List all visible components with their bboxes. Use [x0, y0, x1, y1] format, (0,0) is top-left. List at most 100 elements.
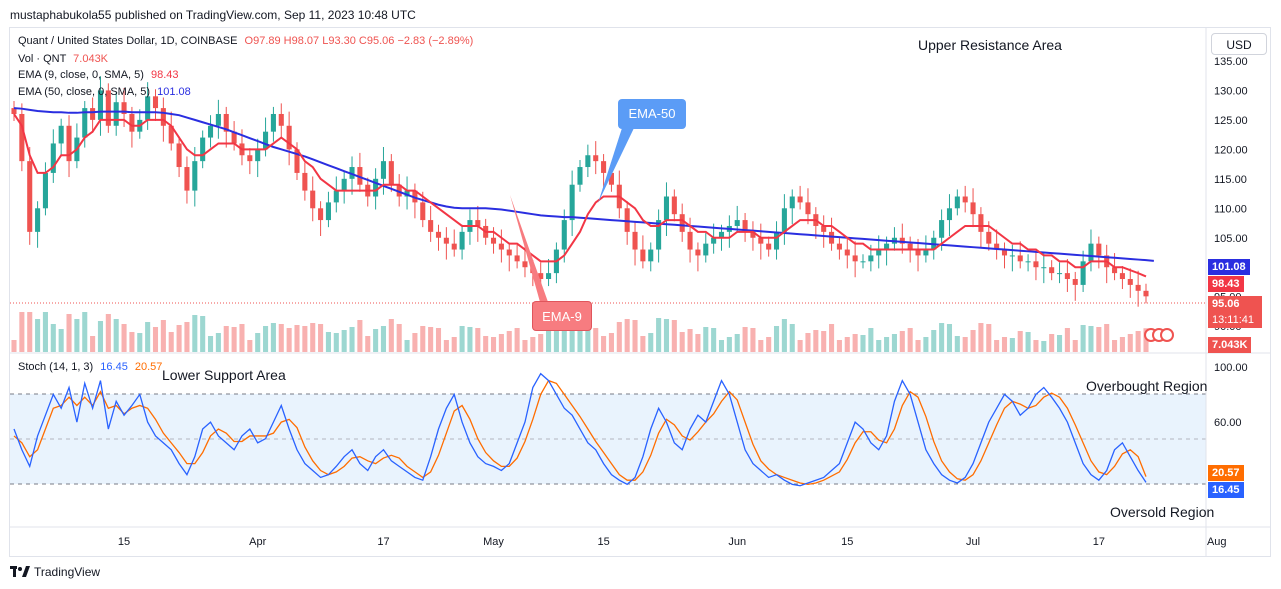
volume-bar: [349, 327, 355, 352]
volume-bar: [656, 318, 662, 352]
candle-body: [648, 249, 654, 262]
footer-brand: TradingView: [34, 565, 101, 579]
volume-bar: [66, 314, 72, 352]
candle-body: [129, 113, 135, 132]
candle-body: [50, 143, 56, 173]
volume-bar: [192, 315, 198, 352]
candle-body: [1119, 273, 1125, 280]
volume-bar: [931, 330, 937, 352]
candle-body: [601, 161, 607, 173]
volume-bar: [302, 326, 308, 352]
candle-body: [145, 96, 151, 120]
candle-body: [412, 190, 418, 203]
time-tick-label: May: [483, 536, 504, 548]
time-tick-label: Aug: [1207, 536, 1227, 548]
volume-bar: [388, 319, 394, 352]
candle-body: [263, 131, 269, 150]
candle-body: [946, 208, 953, 221]
candle-body: [1056, 273, 1063, 275]
volume-bar: [1096, 327, 1102, 352]
candle-body: [546, 273, 552, 280]
ema50-line: [13, 107, 1154, 262]
volume-bar: [522, 340, 528, 352]
candle-body: [797, 196, 803, 203]
legend-ohlc: O97.89 H98.07 L93.30 C95.06 −2.83 (−2.89…: [244, 35, 474, 47]
candle-body: [962, 196, 968, 203]
volume-bar: [829, 324, 835, 352]
volume-bar: [593, 328, 599, 352]
volume-bar: [773, 326, 780, 352]
candle-body: [805, 202, 811, 215]
volume-bar: [443, 340, 449, 352]
candle-body: [868, 255, 874, 262]
volume-bar: [255, 333, 261, 352]
time-axis-ticks: 15Apr17May15Jun15Jul17Aug15Sep18: [118, 536, 1227, 548]
candle-body: [121, 102, 127, 114]
volume-bar: [860, 335, 866, 352]
candle-body: [42, 172, 48, 209]
volume-bar: [420, 326, 426, 352]
candle-body: [373, 178, 379, 197]
event-markers[interactable]: [1144, 328, 1174, 342]
time-tick-label: Apr: [249, 536, 266, 548]
footer-logo[interactable]: TradingView: [10, 565, 100, 579]
volume-bar: [923, 337, 929, 352]
candle-body: [939, 220, 945, 238]
volume-bar: [813, 330, 819, 352]
volume-bar: [90, 336, 96, 352]
countdown-tag: 13:11:41: [1212, 314, 1255, 326]
candle-body: [231, 131, 237, 144]
volume-bar: [428, 327, 434, 352]
stoch-k-tag: 16.45: [1208, 482, 1244, 498]
volume-bar: [1064, 328, 1070, 352]
volume-bar: [640, 336, 646, 352]
candle-body: [703, 243, 709, 256]
time-tick-label: 15: [118, 536, 130, 548]
volume-bar: [215, 333, 221, 352]
volume-bar: [789, 324, 795, 352]
volume-bar: [514, 328, 520, 352]
volume-bar: [19, 312, 25, 352]
volume-bar: [1119, 337, 1125, 352]
ema9-callout: EMA-9: [532, 301, 592, 331]
volume-bar: [506, 331, 512, 352]
candle-body: [923, 249, 929, 256]
candle-body: [632, 231, 638, 250]
volume-bar: [1127, 334, 1133, 352]
volume-bar: [891, 334, 897, 352]
candle-body: [113, 102, 119, 126]
candle-body: [255, 149, 261, 162]
volume-bar: [333, 333, 339, 352]
candle-body: [1088, 243, 1094, 262]
candle-body: [168, 125, 174, 144]
candle-body: [435, 231, 442, 238]
candle-body: [789, 196, 795, 209]
volume-bar: [200, 316, 206, 352]
candle-body: [451, 243, 457, 250]
candle-body: [734, 220, 740, 226]
candle-body: [176, 143, 182, 168]
volume-bar: [263, 326, 269, 352]
volume-bar: [766, 337, 772, 352]
candle-body: [192, 161, 198, 191]
stoch-d-tag: 20.57: [1208, 465, 1244, 481]
candle-body: [318, 208, 324, 221]
dividend-icon[interactable]: [1160, 328, 1174, 342]
candle-body: [561, 220, 567, 250]
candle-body: [349, 167, 355, 179]
volume-bar: [805, 333, 811, 352]
volume-bar: [852, 334, 858, 352]
candle-body: [577, 167, 583, 185]
candle-body: [876, 249, 882, 256]
candle-body: [593, 155, 599, 162]
volume-bar: [624, 319, 630, 352]
legend-stoch-label: Stoch (14, 1, 3): [18, 361, 94, 373]
stoch-tick-label: 60.00: [1214, 417, 1242, 429]
ema50-callout-pointer: [598, 128, 634, 203]
candle-body: [357, 167, 363, 185]
volume-bar: [530, 337, 536, 352]
volume-bar: [176, 325, 182, 352]
usd-button[interactable]: USD: [1211, 33, 1267, 55]
volume-bar: [711, 328, 717, 352]
